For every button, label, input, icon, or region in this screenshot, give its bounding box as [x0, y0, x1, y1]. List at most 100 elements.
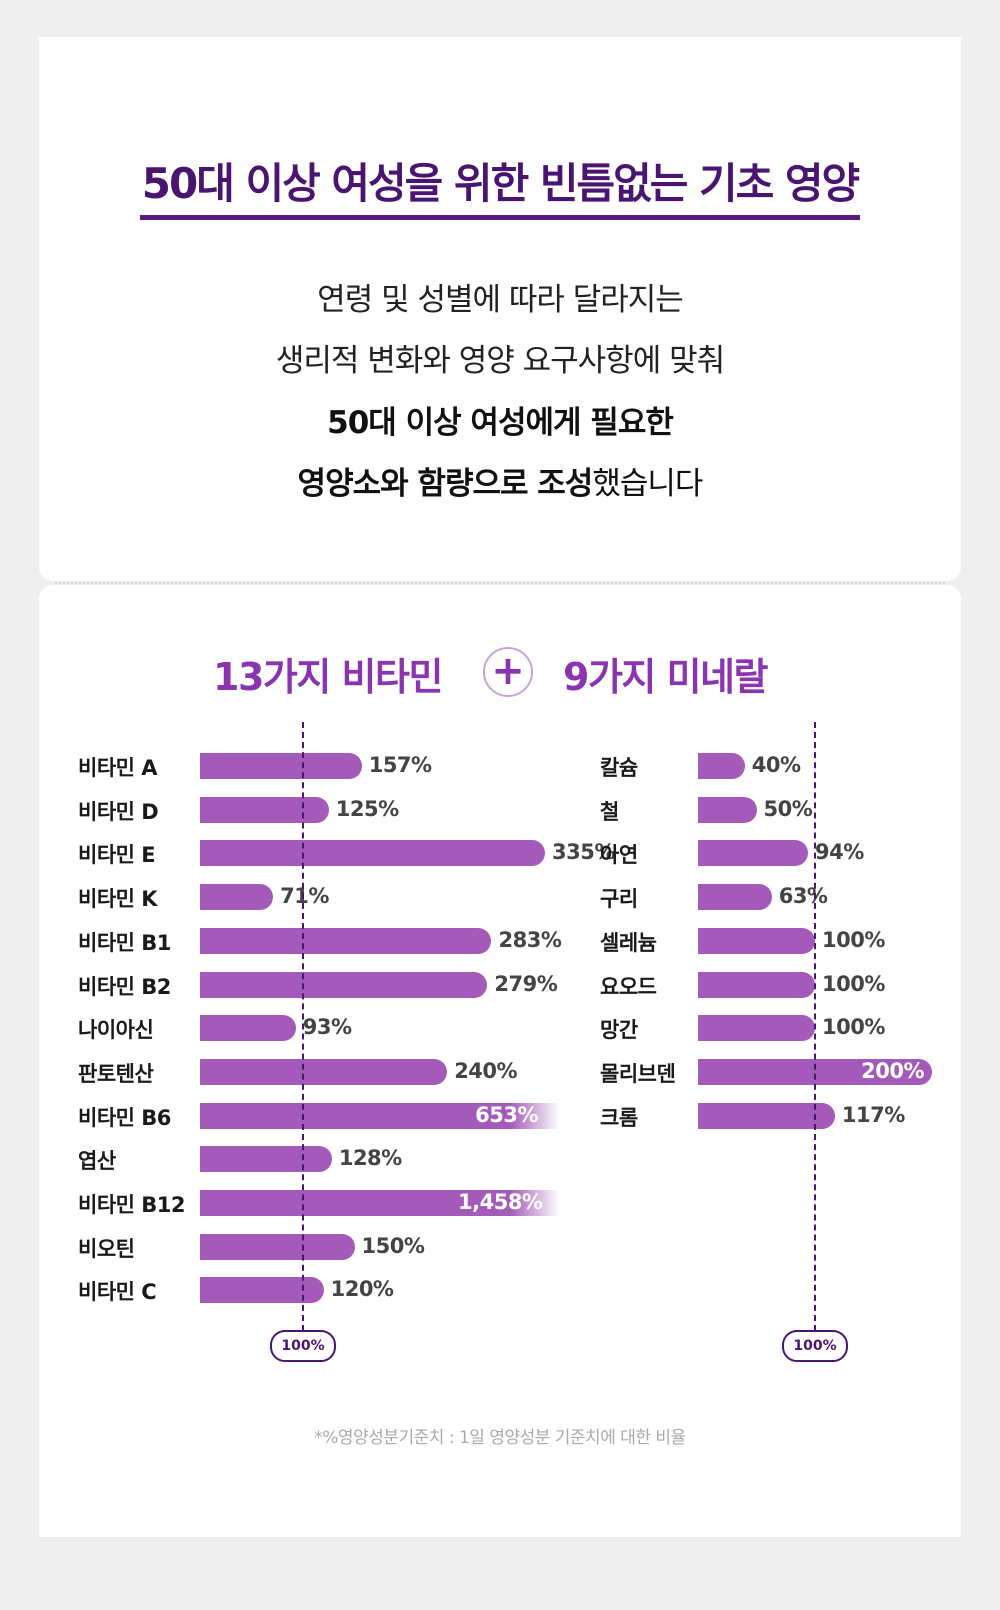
category-label: 비타민 E [78, 843, 156, 868]
value-label: 125% [335, 796, 399, 821]
value-label: 653% [475, 1102, 538, 1127]
value-label: 240% [454, 1058, 518, 1083]
bar [200, 1102, 560, 1129]
reference-line [302, 722, 304, 1331]
bar [200, 796, 329, 823]
bar-row: 비타민 D 125% [0, 795, 1000, 824]
value-label: 100% [822, 1015, 885, 1040]
intro-line-3: 50대 이상 여성에게 필요한 [327, 405, 674, 441]
bar [200, 1233, 355, 1260]
bar [698, 971, 815, 998]
category-label: 비타민 B6 [78, 1105, 171, 1130]
value-label: 40% [751, 753, 801, 777]
bar-row: 나이아신 93% [0, 1013, 1000, 1043]
bar [698, 1102, 835, 1129]
value-label: 150% [361, 1233, 425, 1258]
bar [698, 796, 757, 823]
category-label: 철 [600, 799, 619, 824]
intro-line-1: 연령 및 성별에 따라 달라지는 [317, 282, 684, 318]
value-label: 71% [280, 884, 329, 909]
intro-line-2: 생리적 변화와 영양 요구사항에 맞춰 [275, 343, 725, 379]
bar-row: 크롬 117% [0, 1101, 1000, 1130]
intro-line-4-bold: 영양소와 함량으로 조성 [297, 466, 594, 502]
value-label: 117% [841, 1102, 905, 1127]
category-label: 비오틴 [78, 1236, 135, 1261]
headline: 50대 이상 여성을 위한 빈틈없는 기초 영양 [0, 150, 1000, 220]
bar [200, 1146, 332, 1173]
value-label: 1,458% [458, 1190, 543, 1214]
category-label: 요오드 [600, 974, 657, 999]
value-label: 93% [302, 1015, 352, 1040]
value-label: 100% [822, 971, 885, 996]
bar-row: 구리 63% [0, 882, 1000, 911]
bar [698, 927, 815, 954]
value-label: 50% [763, 796, 813, 821]
value-label: 94% [814, 840, 864, 865]
bar [698, 1015, 815, 1042]
category-label: 비타민 B2 [78, 974, 171, 999]
reference-line [814, 722, 816, 1331]
value-label: 279% [494, 971, 558, 996]
value-label: 120% [330, 1277, 394, 1302]
intro-line-4-regular: 했습니다 [592, 466, 703, 502]
bar [200, 1277, 324, 1304]
bar-row: 비타민 B2 279% [0, 970, 1000, 999]
footnote: *%영양성분기준치 : 1일 영양성분 기준치에 대한 비율 [314, 1428, 686, 1448]
category-label: 비타민 B1 [78, 930, 171, 955]
intro-card [39, 37, 961, 581]
dotted-divider [55, 582, 945, 584]
bar-row: 망간 100% [0, 1013, 1000, 1043]
reference-badge: 100% [270, 1330, 336, 1362]
category-label: 아연 [600, 843, 638, 868]
category-label: 셀레늄 [600, 930, 657, 955]
category-label: 나이아신 [78, 1018, 154, 1043]
bar-row: 아연 94% [0, 838, 1000, 868]
bar [200, 1058, 448, 1085]
reference-badge: 100% [782, 1330, 848, 1362]
bar-row: 비타민 K 71% [0, 882, 1000, 912]
bar-row: 비타민 C 120% [0, 1275, 1000, 1305]
bar [200, 1015, 296, 1042]
category-label: 비타민 C [78, 1280, 157, 1305]
bar-row: 몰리브덴 200% [0, 1057, 1000, 1086]
bar [698, 840, 808, 867]
value-label: 128% [338, 1146, 402, 1171]
category-label: 망간 [600, 1018, 638, 1043]
minerals-title: 9가지 미네랄 [563, 655, 768, 699]
value-label: 335% [552, 840, 615, 865]
bar-row: 비타민 B1 283% [0, 926, 1000, 955]
category-label: 비타민 K [78, 887, 158, 912]
bar-row: 칼슘 40% [0, 751, 1000, 780]
category-label: 비타민 A [78, 756, 158, 780]
value-label: 63% [778, 884, 828, 909]
bar-row: 철 50% [0, 795, 1000, 824]
bar [200, 971, 488, 998]
bar [698, 753, 745, 779]
vitamins-title: 13가지 비타민 [213, 655, 443, 699]
bar [200, 753, 362, 779]
category-label: 칼슘 [600, 756, 638, 780]
category-label: 판토텐산 [78, 1061, 154, 1086]
bar-row: 비타민 B6 653% [0, 1101, 1000, 1130]
bar-row: 비오틴 150% [0, 1232, 1000, 1261]
bar [698, 884, 772, 911]
category-label: 크롬 [600, 1105, 638, 1130]
bar-row: 판토텐산 240% [0, 1057, 1000, 1086]
category-label: 몰리브덴 [600, 1061, 676, 1086]
value-label: 157% [368, 753, 432, 777]
bar-row: 셀레늄 100% [0, 926, 1000, 955]
bar [200, 1190, 560, 1216]
bar-row: 요오드 100% [0, 970, 1000, 999]
headline-text: 50대 이상 여성을 위한 빈틈없는 기초 영양 [139, 150, 860, 220]
bar [200, 884, 274, 911]
value-label: 100% [822, 927, 885, 952]
category-label: 비타민 B12 [78, 1193, 186, 1217]
category-label: 엽산 [78, 1149, 116, 1174]
value-label: 200% [861, 1058, 924, 1083]
bar-row: 비타민 E 335% [0, 838, 1000, 868]
bar-row: 비타민 B12 1,458% [0, 1188, 1000, 1217]
value-label: 283% [498, 927, 562, 952]
bar-row: 비타민 A 157% [0, 751, 1000, 780]
intro-line-4: 영양소와 함량으로 조성했습니다 [0, 458, 1000, 503]
plus-icon: + [483, 647, 533, 697]
